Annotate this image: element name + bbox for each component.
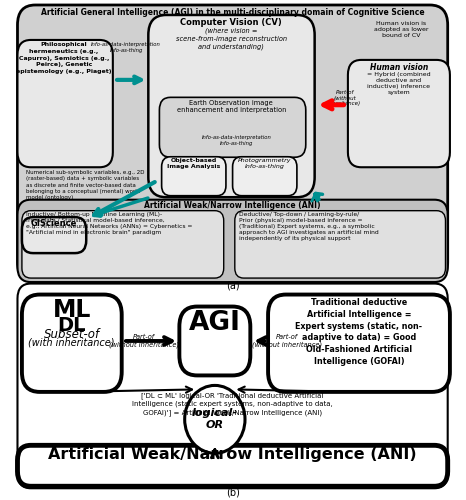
FancyBboxPatch shape	[18, 200, 448, 282]
FancyBboxPatch shape	[159, 98, 306, 158]
Text: Human vision is
adopted as lower
bound of CV: Human vision is adopted as lower bound o…	[374, 21, 428, 38]
FancyBboxPatch shape	[18, 40, 113, 167]
Circle shape	[185, 386, 245, 454]
FancyBboxPatch shape	[348, 60, 450, 167]
Text: DL: DL	[57, 316, 86, 334]
Text: Artificial Weak/Narrow Intelligence (ANI): Artificial Weak/Narrow Intelligence (ANI…	[144, 200, 321, 209]
Text: Inductive/ Bottom-up Machine Learning (ML)-
from-data / Statistical model-based : Inductive/ Bottom-up Machine Learning (M…	[27, 212, 193, 236]
Text: Info-as-data-interpretation
Info-as-thing: Info-as-data-interpretation Info-as-thin…	[91, 42, 161, 53]
Text: (with inheritance): (with inheritance)	[28, 338, 115, 348]
FancyBboxPatch shape	[18, 5, 448, 282]
Text: AGI: AGI	[189, 310, 241, 336]
Text: ML: ML	[52, 298, 91, 322]
Text: Deductive/ Top-down / Learning-by-rule/
Prior (physical) model-based inference =: Deductive/ Top-down / Learning-by-rule/ …	[239, 212, 379, 242]
FancyBboxPatch shape	[179, 306, 250, 376]
Text: (b): (b)	[226, 488, 240, 498]
Text: ['DL ⊂ ML' logical-OR 'Traditional deductive Artificial
Intelligence (static exp: ['DL ⊂ ML' logical-OR 'Traditional deduc…	[132, 392, 333, 416]
FancyBboxPatch shape	[268, 294, 450, 392]
Text: logical-
OR: logical- OR	[192, 408, 238, 430]
Text: Earth Observation image
enhancement and interpretation: Earth Observation image enhancement and …	[177, 100, 286, 114]
FancyBboxPatch shape	[22, 294, 122, 392]
Text: (where vision =
scene-from-image reconstruction
and understanding): (where vision = scene-from-image reconst…	[176, 28, 287, 50]
FancyBboxPatch shape	[148, 15, 315, 197]
Text: Traditional deductive
Artificial Intelligence =
Expert systems (static, non-
ada: Traditional deductive Artificial Intelli…	[295, 298, 423, 366]
Text: = Hybrid (combined
deductive and
inductive) inference
system: = Hybrid (combined deductive and inducti…	[367, 72, 431, 96]
FancyBboxPatch shape	[18, 284, 448, 488]
Text: Philosophical
hermeneutics (e.g.,
Capurro), Semiotics (e.g.,
Peirce), Genetic
ep: Philosophical hermeneutics (e.g., Capurr…	[16, 42, 112, 74]
Text: GIScience: GIScience	[31, 218, 77, 228]
FancyBboxPatch shape	[233, 157, 297, 196]
FancyBboxPatch shape	[22, 210, 224, 278]
Text: Photogrammetry
Info-as-thing: Photogrammetry Info-as-thing	[238, 158, 292, 170]
Text: Human vision: Human vision	[370, 63, 428, 72]
Text: Part-of
(without
inheritance): Part-of (without inheritance)	[328, 90, 361, 106]
Text: Numerical sub-symbolic variables, e.g., 2D
(raster-based) data + symbolic variab: Numerical sub-symbolic variables, e.g., …	[27, 170, 145, 200]
FancyBboxPatch shape	[235, 210, 445, 278]
Text: Part-of
(without inheritance): Part-of (without inheritance)	[109, 334, 179, 348]
Text: Artificial Weak/Narrow Intelligence (ANI): Artificial Weak/Narrow Intelligence (ANI…	[48, 448, 417, 462]
Text: Subset-of: Subset-of	[43, 328, 100, 342]
FancyBboxPatch shape	[162, 157, 226, 196]
Text: Object-based
Image Analysis: Object-based Image Analysis	[167, 158, 220, 170]
Text: Computer Vision (CV): Computer Vision (CV)	[180, 18, 282, 28]
Text: Part-of
(without inheritance): Part-of (without inheritance)	[252, 334, 322, 348]
Text: Artificial General Intelligence (AGI) in the multi-disciplinary domain of Cognit: Artificial General Intelligence (AGI) in…	[41, 8, 425, 18]
FancyBboxPatch shape	[22, 217, 86, 253]
Text: (a): (a)	[226, 280, 240, 290]
FancyBboxPatch shape	[18, 446, 448, 486]
Text: Info-as-data-interpretation
Info-as-thing: Info-as-data-interpretation Info-as-thin…	[202, 135, 272, 145]
